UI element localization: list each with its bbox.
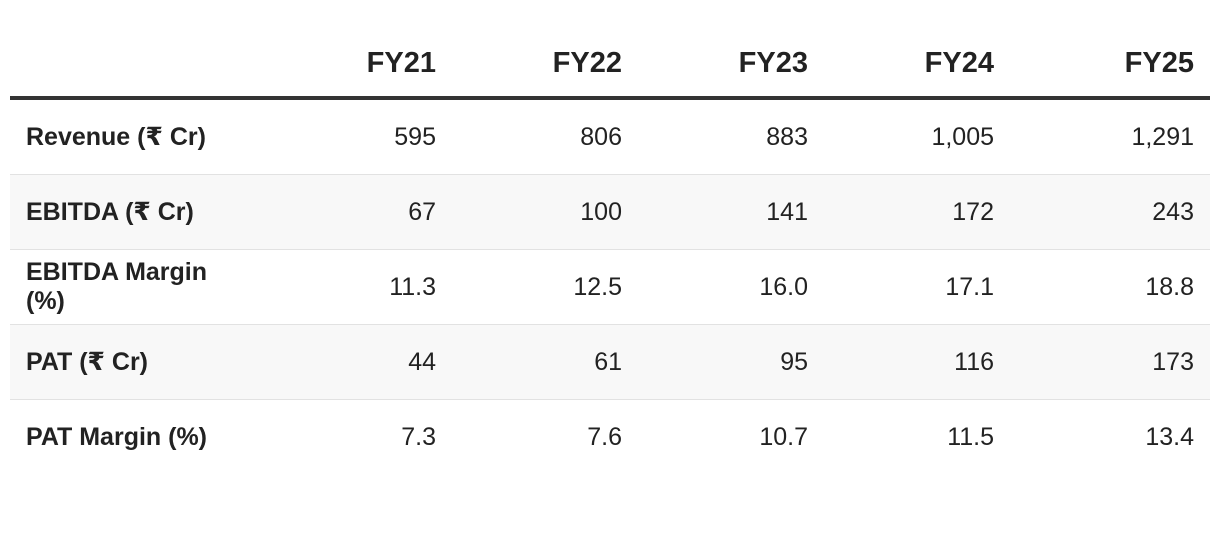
cell-value: 10.7	[759, 422, 808, 451]
row-pat: PAT (₹ Cr) 44 61 95 116 173	[10, 324, 1210, 400]
row-pat-margin: PAT Margin (%) 7.3 7.6 10.7 11.5 13.4	[10, 400, 1210, 475]
cell-value: 16.0	[638, 249, 824, 325]
header-fy23: FY23	[638, 30, 824, 100]
cell-value: 100	[452, 174, 638, 250]
row-label: EBITDA Margin (%)	[10, 249, 266, 325]
financials-table: FY21 FY22 FY23 FY24 FY25 Revenue (₹ Cr) …	[10, 30, 1210, 474]
cell-value: 141	[638, 174, 824, 250]
cell-value: 11.3	[266, 249, 452, 325]
header-fy25: FY25	[1010, 30, 1210, 100]
cell-value: 11.5	[947, 422, 994, 451]
cell-value: 595	[266, 98, 452, 175]
row-ebitda-margin: EBITDA Margin (%) 11.3 12.5 16.0 17.1 18…	[10, 249, 1210, 325]
cell-value: 44	[266, 324, 452, 400]
row-label: EBITDA (₹ Cr)	[10, 174, 266, 250]
header-row: FY21 FY22 FY23 FY24 FY25	[10, 30, 1210, 100]
header-fy21: FY21	[266, 30, 452, 100]
cell-value: 13.4	[1145, 422, 1194, 451]
row-ebitda: EBITDA (₹ Cr) 67 100 141 172 243	[10, 174, 1210, 250]
cell-value: 7.3	[401, 422, 436, 451]
cell-value: 172	[824, 174, 1010, 250]
cell-value: 806	[452, 98, 638, 175]
row-label: PAT (₹ Cr)	[10, 324, 266, 400]
row-label: PAT Margin (%)	[26, 422, 208, 451]
cell-value: 95	[638, 324, 824, 400]
table-body: Revenue (₹ Cr) 595 806 883 1,005 1,291 E…	[10, 98, 1210, 474]
cell-value: 12.5	[452, 249, 638, 325]
row-label: Revenue (₹ Cr)	[10, 98, 266, 175]
cell-value: 116	[824, 324, 1010, 400]
cell-value: 17.1	[824, 249, 1010, 325]
cell-value: 243	[1010, 174, 1210, 250]
cell-value: 1,291	[1010, 98, 1210, 175]
cell-value: 18.8	[1010, 249, 1210, 325]
cell-value: 61	[452, 324, 638, 400]
cell-value: 67	[266, 174, 452, 250]
header-fy24: FY24	[824, 30, 1010, 100]
header-label-cell	[10, 30, 266, 100]
header-fy22: FY22	[452, 30, 638, 100]
cell-value: 7.6	[587, 422, 622, 451]
table-header: FY21 FY22 FY23 FY24 FY25	[10, 30, 1210, 100]
cell-value: 1,005	[824, 98, 1010, 175]
cell-value: 173	[1010, 324, 1210, 400]
cell-value: 883	[638, 98, 824, 175]
row-revenue: Revenue (₹ Cr) 595 806 883 1,005 1,291	[10, 98, 1210, 175]
financials-table-container: FY21 FY22 FY23 FY24 FY25 Revenue (₹ Cr) …	[10, 30, 1210, 474]
